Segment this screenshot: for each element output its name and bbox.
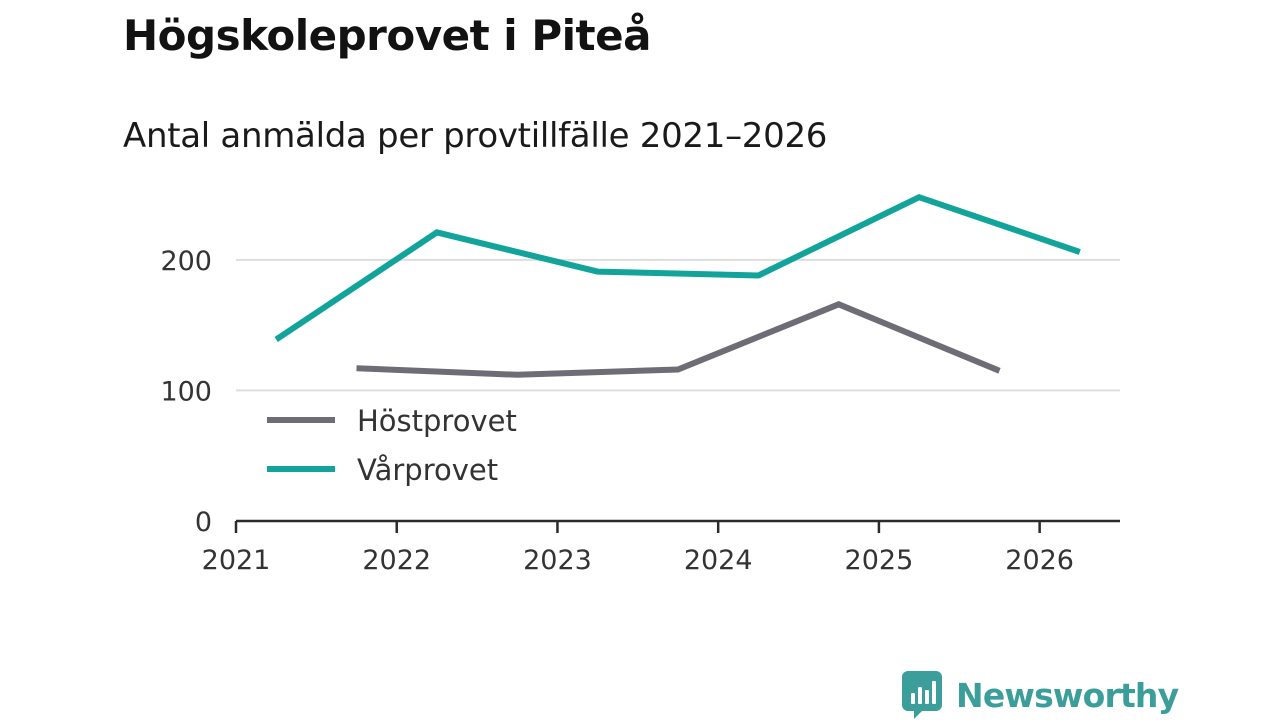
y-tick-label: 100 (160, 376, 212, 407)
legend-label: Höstprovet (357, 404, 517, 438)
newsworthy-logo-icon (902, 671, 942, 719)
y-tick-label: 0 (195, 507, 212, 538)
brand-logo: Newsworthy (902, 671, 1179, 719)
series-line-höstprovet (356, 301, 1001, 378)
y-axis-labels: 0 100 200 (160, 246, 212, 538)
legend-background (256, 397, 528, 495)
legend-label: Vårprovet (357, 453, 498, 487)
x-tick-label: 2026 (1005, 545, 1074, 576)
x-tick-label: 2024 (684, 545, 753, 576)
series-lines (274, 193, 1081, 378)
gridlines (236, 258, 1120, 392)
y-tick-label: 200 (160, 246, 212, 277)
x-tick-label: 2022 (362, 545, 431, 576)
brand-name: Newsworthy (956, 675, 1179, 715)
x-tick-label: 2023 (523, 545, 592, 576)
x-axis: 2021 2022 2023 2024 2025 2026 (202, 519, 1120, 576)
chart-title: Högskoleprovet i Piteå (123, 11, 651, 60)
series-line-vårprovet (274, 193, 1081, 342)
legend: Höstprovet Vårprovet (256, 397, 528, 495)
chart-subtitle: Antal anmälda per provtillfälle 2021–202… (123, 116, 828, 156)
x-tick-label: 2021 (202, 545, 271, 576)
x-tick-label: 2025 (845, 545, 914, 576)
